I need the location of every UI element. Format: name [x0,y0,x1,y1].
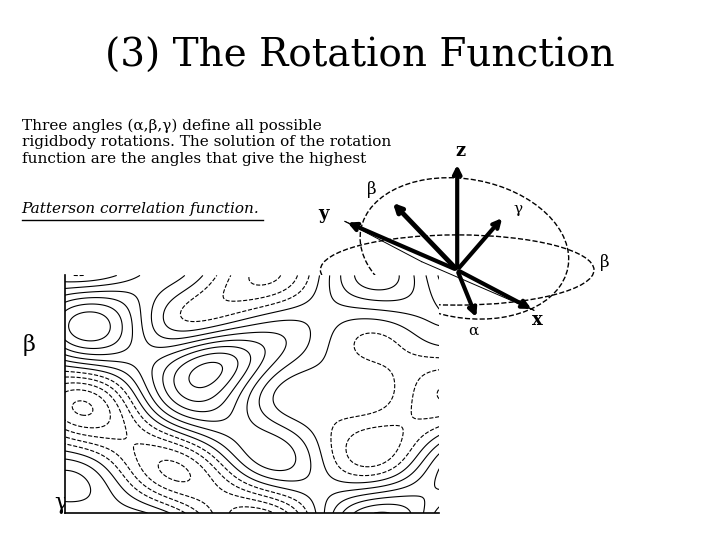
Text: γ: γ [55,492,68,514]
Text: β: β [366,181,377,198]
Text: γ: γ [514,202,523,217]
Text: β: β [600,254,610,271]
Text: y: y [318,205,328,222]
Text: x: x [532,312,543,329]
Text: z: z [456,141,466,159]
Text: Three angles (α,β,γ) define all possible
rigidbody rotations. The solution of th: Three angles (α,β,γ) define all possible… [22,119,391,166]
Text: α: α [230,494,245,515]
Text: Patterson correlation function.: Patterson correlation function. [22,202,259,217]
Text: α: α [469,324,479,338]
Text: (3) The Rotation Function: (3) The Rotation Function [105,38,615,75]
Text: β: β [22,334,35,356]
